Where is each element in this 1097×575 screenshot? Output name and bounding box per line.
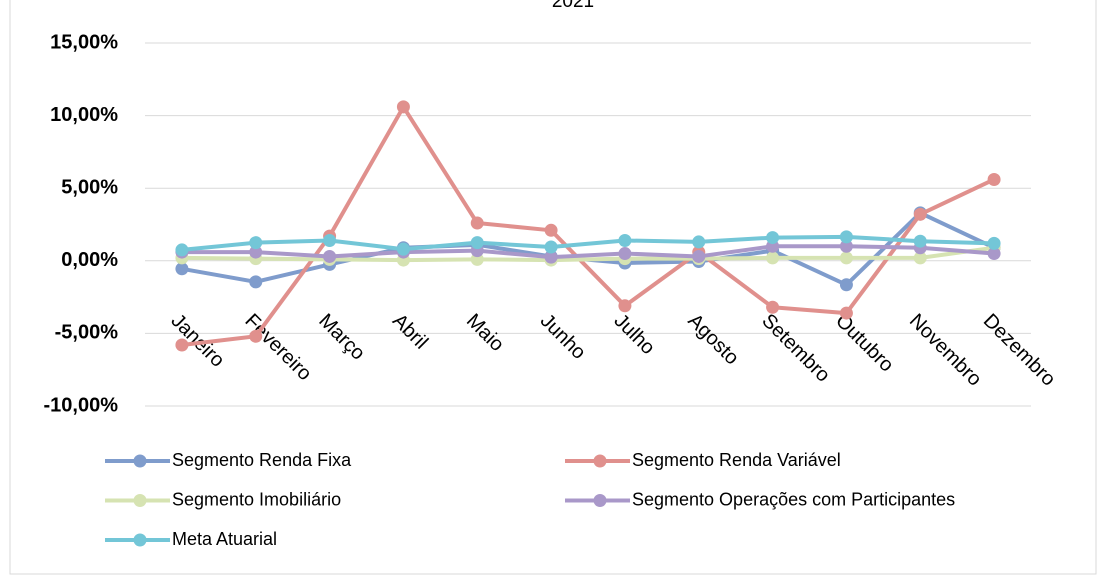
data-point — [396, 242, 410, 256]
chart-title: 2021 — [552, 0, 594, 12]
data-point — [839, 230, 853, 244]
series-line — [181, 245, 995, 263]
chart-frame — [9, 0, 1097, 575]
data-point — [766, 231, 780, 245]
x-tick-label: Dezembro — [979, 310, 1060, 391]
x-tick-label: Outubro — [831, 310, 898, 377]
data-point — [323, 249, 337, 263]
data-point — [913, 251, 927, 265]
series-line — [181, 244, 995, 260]
data-point — [470, 236, 484, 250]
y-tick-label: 5,00% — [61, 176, 118, 198]
x-tick-label: Fevereiro — [240, 310, 315, 385]
legend-marker — [133, 454, 147, 468]
x-tick-label: Março — [314, 310, 369, 365]
legend-label: Meta Atuarial — [172, 529, 277, 549]
x-tick-label: Julho — [610, 310, 659, 359]
y-tick-label: 0,00% — [61, 249, 118, 271]
data-point — [470, 216, 484, 230]
data-point — [249, 275, 263, 289]
data-point — [987, 236, 1001, 250]
data-point — [913, 207, 927, 221]
data-point — [249, 329, 263, 343]
y-tick-label: 10,00% — [50, 104, 118, 126]
data-point — [544, 240, 558, 254]
data-point — [396, 100, 410, 114]
data-point — [839, 251, 853, 265]
data-point — [544, 223, 558, 237]
x-tick-label: Abril — [388, 310, 432, 354]
data-point — [766, 300, 780, 314]
series-line — [181, 234, 995, 252]
legend-label: Segmento Renda Fixa — [172, 450, 352, 470]
legend-label: Segmento Operações com Participantes — [632, 489, 955, 509]
data-point — [692, 249, 706, 263]
legend-label: Segmento Imobiliário — [172, 489, 341, 509]
data-point — [618, 299, 632, 313]
data-point — [987, 247, 1001, 261]
x-tick-label: Maio — [462, 310, 508, 356]
y-tick-label: -5,00% — [55, 322, 119, 344]
data-point — [175, 262, 189, 276]
data-point — [544, 250, 558, 264]
legend-marker — [133, 494, 147, 507]
data-point — [618, 247, 632, 261]
legend-label: Segmento Renda Variável — [632, 450, 841, 470]
legend-marker — [133, 533, 147, 547]
data-point — [618, 233, 632, 247]
data-point — [692, 235, 706, 249]
legend-marker — [593, 494, 607, 507]
y-tick-label: 15,00% — [50, 31, 118, 53]
x-tick-label: Novembro — [905, 310, 986, 391]
data-point — [987, 172, 1001, 186]
x-tick-label: Agosto — [683, 310, 743, 370]
x-tick-label: Junho — [536, 310, 590, 364]
data-point — [249, 245, 263, 259]
data-point — [249, 236, 263, 250]
data-point — [913, 234, 927, 248]
data-point — [323, 233, 337, 247]
data-point — [839, 306, 853, 320]
x-tick-label: Setembro — [757, 310, 834, 387]
y-tick-label: -10,00% — [44, 394, 119, 416]
data-point — [175, 338, 189, 352]
data-point — [175, 243, 189, 257]
series-line — [181, 104, 995, 348]
data-point — [839, 239, 853, 253]
legend-marker — [593, 454, 607, 468]
data-point — [766, 251, 780, 265]
data-point — [839, 278, 853, 292]
